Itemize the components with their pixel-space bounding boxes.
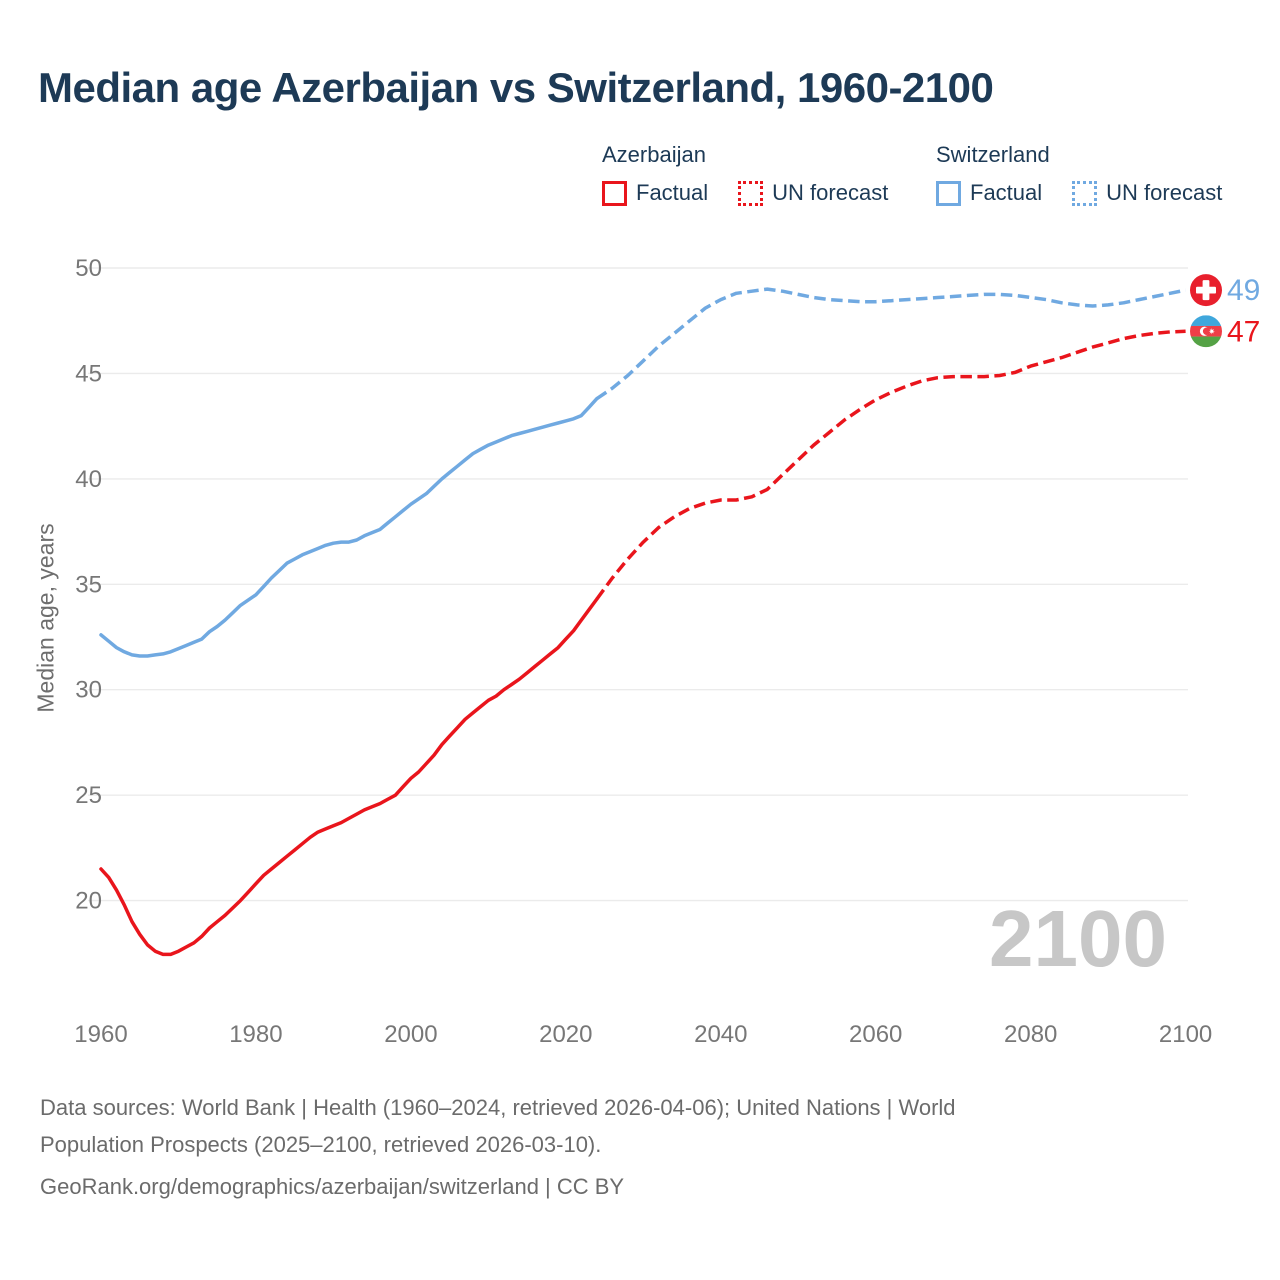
legend-group-switzerland: Switzerland Factual UN forecast [936,142,1222,206]
swiss-cross-horizontal [1196,286,1216,294]
y-tick-label: 50 [75,255,102,282]
legend-item-azerbaijan-forecast[interactable]: UN forecast [738,180,888,206]
legend-swatch-azerbaijan-factual [602,180,627,206]
legend-header-switzerland: Switzerland [936,142,1050,167]
page-title: Median age Azerbaijan vs Switzerland, 19… [38,64,994,111]
y-tick-label: 25 [75,782,102,809]
legend-label: Factual [970,180,1043,205]
data-sources-footer: Data sources: World Bank | Health (1960–… [40,1089,1220,1205]
y-tick-label: 30 [75,677,102,704]
x-tick-label: 2100 [1159,1021,1212,1048]
legend-item-switzerland-factual[interactable]: Factual [936,180,1042,206]
source-line: Population Prospects (2025–2100, retriev… [40,1132,602,1157]
watermark-year: 2100 [989,894,1167,983]
azerbaijan-flag-icon [1190,315,1222,348]
x-tick-label: 2040 [694,1021,747,1048]
x-tick-label: 1960 [74,1021,127,1048]
series-switzerland-factual [99,396,599,658]
series-switzerland-forecast [595,287,1186,401]
legend: Azerbaijan Factual UN forecast Switzerla… [0,142,1280,232]
line-chart: 50 45 40 35 30 25 20 2100 1960 1980 2000 2020 2040 20… [74,255,1260,1048]
series-azerbaijan-factual [99,597,599,957]
series-azerbaijan-forecast [595,329,1186,601]
x-tick-label: 1980 [229,1021,282,1048]
end-value-label: 47 [1227,315,1260,348]
y-axis-title: Median age, years [32,523,59,713]
source-line: Data sources: World Bank | Health (1960–… [40,1095,956,1120]
legend-swatch-switzerland-forecast [1072,180,1098,206]
az-stripe-blue [1190,315,1222,326]
y-tick-label: 20 [75,888,102,915]
x-tick-label: 2080 [1004,1021,1057,1048]
y-tick-label: 40 [75,466,102,493]
x-tick-label: 2000 [384,1021,437,1048]
x-tick-label: 2020 [539,1021,592,1048]
end-value-label: 49 [1227,274,1260,307]
legend-group-azerbaijan: Azerbaijan Factual UN forecast [602,142,888,206]
legend-swatch-switzerland-factual [936,180,961,206]
legend-label: UN forecast [772,180,889,205]
az-stripe-green [1190,336,1222,348]
x-tick-label: 2060 [849,1021,902,1048]
attribution-link[interactable]: GeoRank.org/demographics/azerbaijan/swit… [40,1174,625,1199]
legend-item-azerbaijan-factual[interactable]: Factual [602,180,708,206]
legend-header-azerbaijan: Azerbaijan [602,142,706,167]
az-star [1208,328,1215,335]
legend-item-switzerland-forecast[interactable]: UN forecast [1072,180,1222,206]
legend-label: Factual [636,180,709,205]
legend-label: UN forecast [1106,180,1223,205]
azerbaijan-flag-stripes [1190,315,1222,348]
switzerland-flag-icon [1190,274,1222,307]
az-crescent-cut [1202,327,1211,335]
y-tick-label: 45 [75,360,102,387]
legend-swatch-azerbaijan-forecast [738,180,764,206]
y-tick-label: 35 [75,571,102,598]
